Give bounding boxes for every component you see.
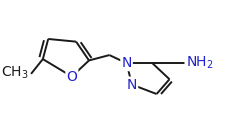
Text: O: O bbox=[66, 70, 77, 84]
Text: CH$_{3}$: CH$_{3}$ bbox=[1, 64, 29, 81]
Text: NH$_{2}$: NH$_{2}$ bbox=[185, 55, 213, 71]
Text: N: N bbox=[121, 56, 132, 70]
Text: N: N bbox=[127, 78, 137, 92]
